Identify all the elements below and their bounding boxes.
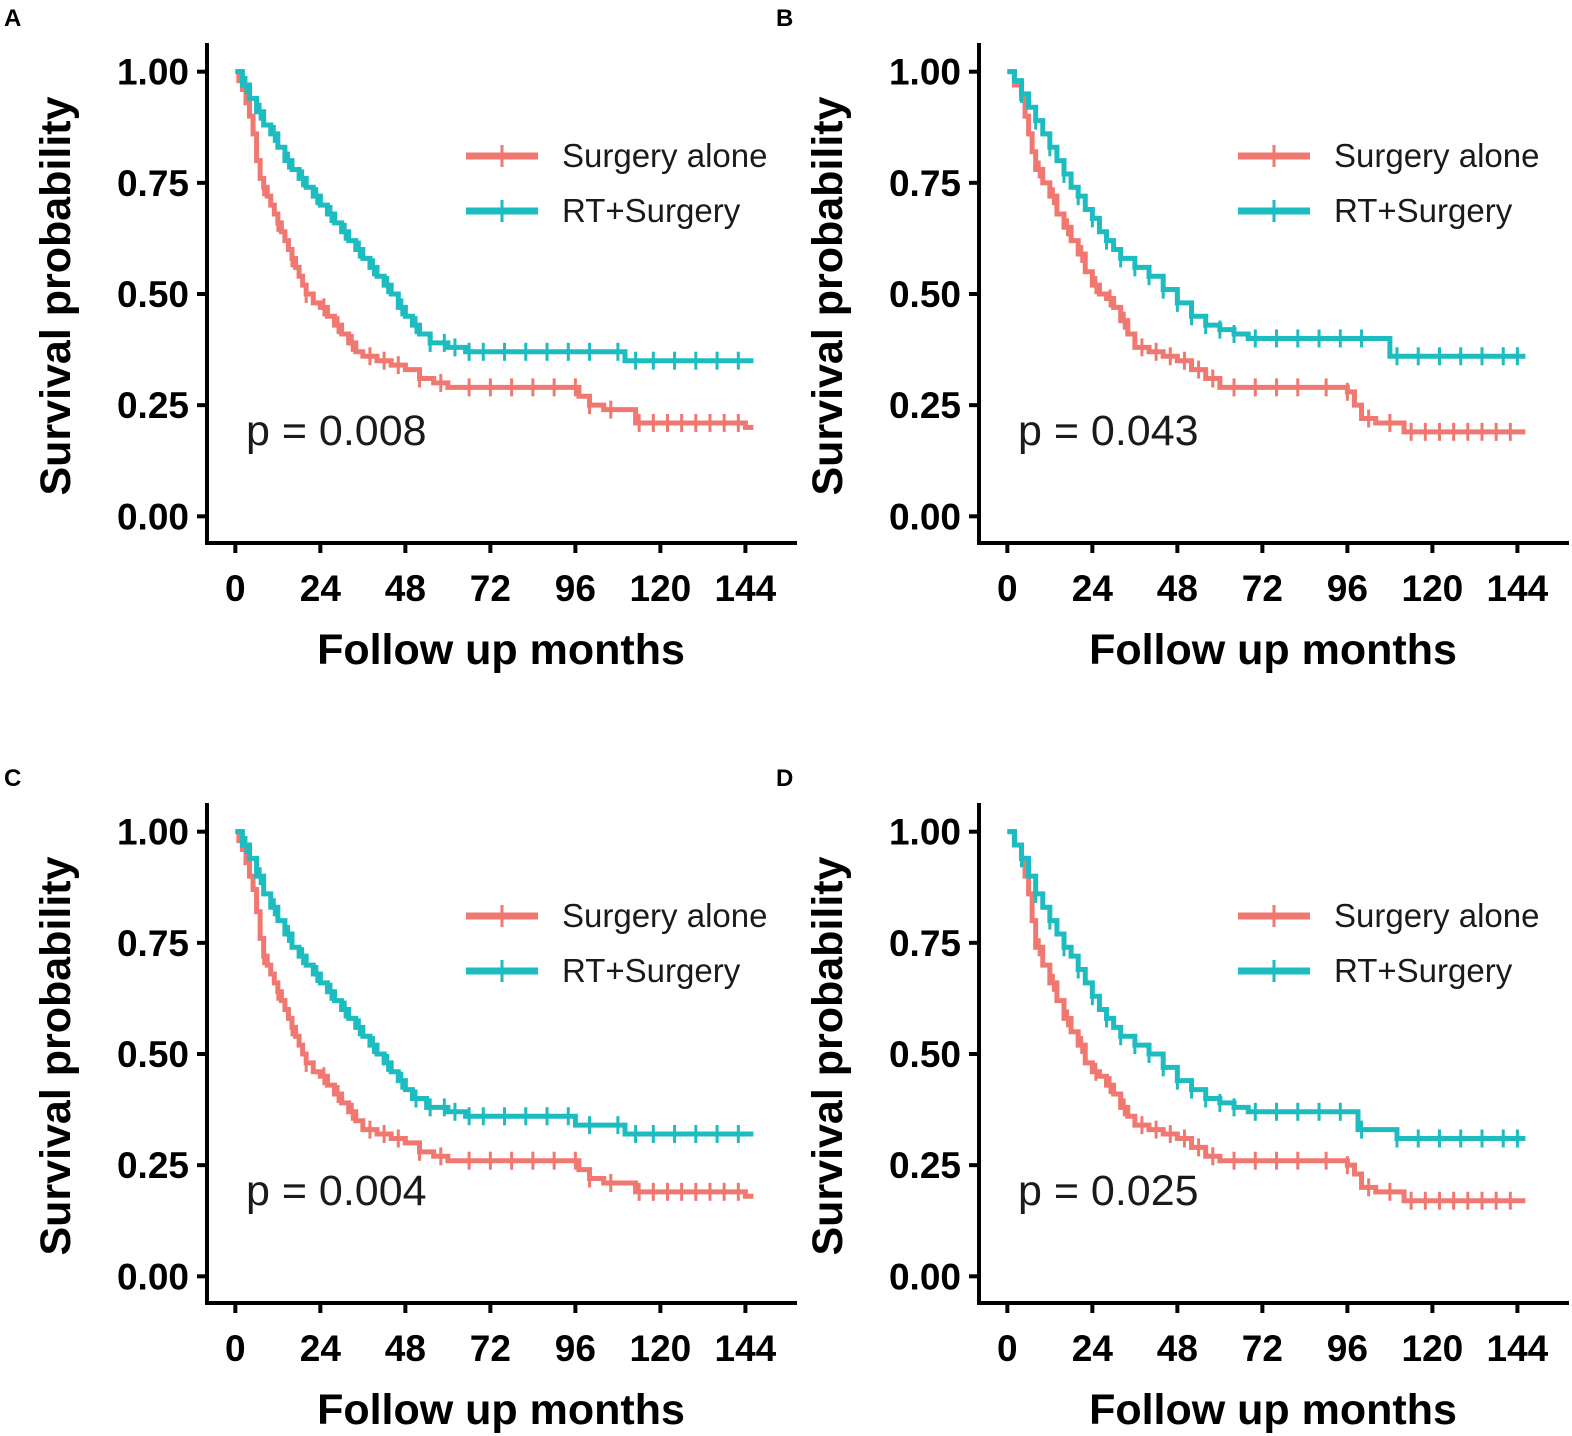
- x-tick-label: 120: [630, 1328, 692, 1369]
- x-tick-label: 120: [1402, 1328, 1464, 1369]
- panel-c: C 0.00 0.25 0.50 0.75 1.00 0 24 48 72 96 120 144 Foll…: [4, 765, 797, 1434]
- y-tick-label: 0.75: [117, 923, 189, 964]
- y-tick-label: 0.00: [889, 1256, 961, 1297]
- x-tick-label: 72: [1242, 568, 1283, 609]
- series-surgery-alone: [235, 69, 754, 432]
- axis-lines: [977, 803, 1569, 1305]
- panels: A 0.00 0.25 0.50 0.75 1.00 0 24 48 72 96 120 144 Foll…: [4, 5, 1569, 1434]
- y-tick-label: 0.75: [889, 163, 961, 204]
- x-tick-label: 96: [555, 1328, 596, 1369]
- survival-curve: [235, 69, 754, 430]
- p-value-annotation: p = 0.004: [246, 1167, 427, 1215]
- y-tick-label: 1.00: [889, 812, 961, 853]
- x-tick-label: 24: [1072, 568, 1114, 609]
- legend-label: Surgery alone: [1334, 897, 1539, 934]
- x-tick-label: 120: [630, 568, 692, 609]
- panel-a: A 0.00 0.25 0.50 0.75 1.00 0 24 48 72 96 120 144 Foll…: [4, 5, 797, 674]
- y-tick-label: 0.50: [117, 274, 189, 315]
- y-tick-label: 0.50: [889, 1034, 961, 1075]
- axis-lines: [205, 803, 797, 1305]
- panel-d: D 0.00 0.25 0.50 0.75 1.00 0 24 48 72 96 120 144 Foll…: [776, 765, 1569, 1434]
- series-rt-surgery: [1007, 829, 1526, 1148]
- panel-label: B: [776, 5, 793, 32]
- series-rt-surgery: [1007, 69, 1526, 366]
- x-tick-label: 72: [470, 568, 511, 609]
- legend-label: RT+Surgery: [1334, 952, 1513, 989]
- panel-b: B 0.00 0.25 0.50 0.75 1.00 0 24 48 72 96 120 144 Foll…: [776, 5, 1569, 674]
- x-tick-label: 96: [1327, 568, 1368, 609]
- p-value-annotation: p = 0.025: [1018, 1167, 1199, 1215]
- survival-curve: [1007, 69, 1526, 435]
- legend: Surgery alone RT+Surgery: [1238, 137, 1539, 229]
- y-axis-title: Survival probability: [804, 856, 852, 1255]
- x-tick-label: 120: [1402, 568, 1464, 609]
- x-tick-label: 48: [1157, 568, 1198, 609]
- legend-label: Surgery alone: [1334, 137, 1539, 174]
- x-tick-label: 144: [715, 568, 777, 609]
- y-tick-label: 1.00: [117, 812, 189, 853]
- y-tick-label: 0.25: [889, 385, 961, 426]
- y-tick-label: 0.00: [889, 496, 961, 537]
- y-axis-title: Survival probability: [32, 96, 80, 495]
- y-tick-label: 0.50: [889, 274, 961, 315]
- p-value-annotation: p = 0.008: [246, 407, 427, 455]
- panel-label: A: [4, 5, 21, 32]
- y-tick-label: 1.00: [117, 52, 189, 93]
- panel-label: D: [776, 765, 793, 792]
- legend-label: RT+Surgery: [562, 952, 741, 989]
- y-tick-label: 1.00: [889, 52, 961, 93]
- series-rt-surgery: [235, 69, 754, 370]
- axis-lines: [205, 43, 797, 545]
- x-tick-label: 144: [1487, 568, 1549, 609]
- legend-label: RT+Surgery: [562, 192, 741, 229]
- y-tick-label: 0.00: [117, 496, 189, 537]
- series-surgery-alone: [235, 829, 754, 1201]
- x-tick-label: 24: [1072, 1328, 1114, 1369]
- x-axis-title: Follow up months: [317, 1386, 685, 1434]
- y-tick-label: 0.25: [117, 1145, 189, 1186]
- y-tick-label: 0.25: [117, 385, 189, 426]
- series-surgery-alone: [1007, 829, 1526, 1210]
- x-axis-title: Follow up months: [1089, 626, 1457, 674]
- x-tick-label: 144: [1487, 1328, 1549, 1369]
- x-tick-label: 96: [1327, 1328, 1368, 1369]
- x-tick-label: 48: [1157, 1328, 1198, 1369]
- y-tick-label: 0.00: [117, 1256, 189, 1297]
- series-rt-surgery: [235, 829, 754, 1144]
- y-tick-label: 0.75: [889, 923, 961, 964]
- legend-label: RT+Surgery: [1334, 192, 1513, 229]
- x-tick-label: 0: [225, 1328, 246, 1369]
- x-tick-label: 24: [300, 568, 342, 609]
- x-tick-label: 0: [997, 1328, 1018, 1369]
- y-axis-title: Survival probability: [32, 856, 80, 1255]
- legend-label: Surgery alone: [562, 137, 767, 174]
- x-tick-label: 0: [225, 568, 246, 609]
- legend: Surgery alone RT+Surgery: [466, 897, 767, 989]
- x-tick-label: 0: [997, 568, 1018, 609]
- x-axis-title: Follow up months: [317, 626, 685, 674]
- series-surgery-alone: [1007, 69, 1526, 441]
- x-tick-label: 24: [300, 1328, 342, 1369]
- y-axis-title: Survival probability: [804, 96, 852, 495]
- x-tick-label: 96: [555, 568, 596, 609]
- y-tick-label: 0.75: [117, 163, 189, 204]
- y-tick-label: 0.25: [889, 1145, 961, 1186]
- x-tick-label: 72: [470, 1328, 511, 1369]
- x-tick-label: 144: [715, 1328, 777, 1369]
- axis-lines: [977, 43, 1569, 545]
- y-tick-label: 0.50: [117, 1034, 189, 1075]
- x-tick-label: 48: [385, 1328, 426, 1369]
- x-tick-label: 72: [1242, 1328, 1283, 1369]
- legend: Surgery alone RT+Surgery: [466, 137, 767, 229]
- legend-label: Surgery alone: [562, 897, 767, 934]
- p-value-annotation: p = 0.043: [1018, 407, 1199, 455]
- legend: Surgery alone RT+Surgery: [1238, 897, 1539, 989]
- x-axis-title: Follow up months: [1089, 1386, 1457, 1434]
- survival-curve: [1007, 829, 1526, 1204]
- x-tick-label: 48: [385, 568, 426, 609]
- panel-label: C: [4, 765, 21, 792]
